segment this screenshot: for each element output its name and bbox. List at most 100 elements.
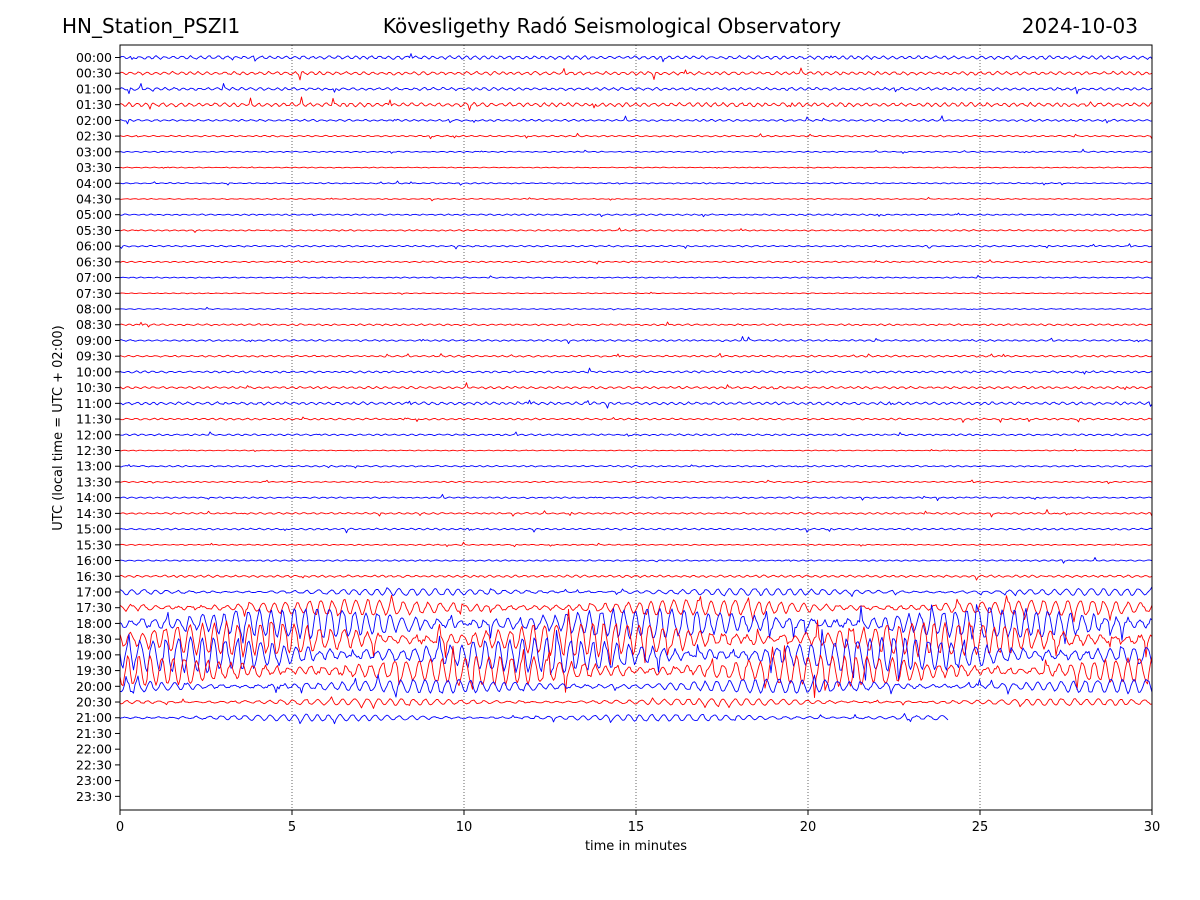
trace-12:30: [120, 448, 1153, 452]
trace-08:30: [119, 321, 1153, 328]
y-tick-label-03:30: 03:30: [76, 160, 112, 175]
y-tick-label-09:30: 09:30: [76, 349, 112, 364]
trace-16:00: [120, 557, 1153, 564]
trace-18:00: [119, 604, 1153, 645]
observatory-title: Kövesligethy Radó Seismological Observat…: [382, 14, 842, 38]
y-tick-label-10:00: 10:00: [76, 364, 112, 379]
y-tick-label-17:00: 17:00: [76, 584, 112, 599]
trace-11:30: [119, 416, 1153, 423]
x-axis-label: time in minutes: [585, 839, 687, 854]
y-tick-label-06:00: 06:00: [76, 239, 112, 254]
trace-05:30: [119, 227, 1153, 233]
y-tick-label-05:00: 05:00: [76, 207, 112, 222]
trace-05:00: [119, 212, 1153, 218]
trace-15:30: [119, 541, 1153, 548]
trace-12:00: [119, 431, 1153, 437]
y-axis-ticks: 00:0000:3001:0001:3002:0002:3003:0003:30…: [76, 50, 120, 804]
y-tick-label-13:30: 13:30: [76, 474, 112, 489]
y-tick-label-04:00: 04:00: [76, 176, 112, 191]
trace-07:00: [119, 274, 1153, 279]
y-tick-label-05:30: 05:30: [76, 223, 112, 238]
y-tick-label-02:30: 02:30: [76, 129, 112, 144]
x-tick-label-30: 30: [1144, 820, 1161, 835]
y-tick-label-18:30: 18:30: [76, 632, 112, 647]
y-tick-label-23:00: 23:00: [76, 773, 112, 788]
y-tick-label-19:30: 19:30: [76, 663, 112, 678]
trace-18:30: [119, 608, 1153, 666]
y-tick-label-03:00: 03:00: [76, 144, 112, 159]
trace-08:00: [119, 306, 1153, 311]
y-tick-label-11:00: 11:00: [76, 396, 112, 411]
trace-20:30: [119, 696, 1153, 709]
trace-03:00: [119, 148, 1153, 154]
trace-14:00: [119, 493, 1153, 502]
y-tick-label-08:00: 08:00: [76, 302, 112, 317]
y-tick-label-12:30: 12:30: [76, 443, 112, 458]
y-tick-label-18:00: 18:00: [76, 616, 112, 631]
y-tick-label-00:00: 00:00: [76, 50, 112, 65]
y-tick-label-23:30: 23:30: [76, 789, 112, 804]
y-tick-label-16:30: 16:30: [76, 569, 112, 584]
y-tick-label-10:30: 10:30: [76, 380, 112, 395]
y-tick-label-16:00: 16:00: [76, 553, 112, 568]
y-tick-label-00:30: 00:30: [76, 66, 112, 81]
y-tick-label-22:30: 22:30: [76, 757, 112, 772]
y-tick-label-04:30: 04:30: [76, 191, 112, 206]
y-tick-label-14:30: 14:30: [76, 506, 112, 521]
y-tick-label-19:00: 19:00: [76, 647, 112, 662]
trace-02:00: [119, 115, 1153, 125]
trace-17:00: [119, 586, 1153, 597]
trace-04:00: [119, 180, 1152, 186]
x-tick-label-10: 10: [456, 820, 473, 835]
trace-15:00: [119, 527, 1153, 534]
x-tick-label-20: 20: [800, 820, 817, 835]
x-tick-label-0: 0: [116, 820, 124, 835]
trace-10:30: [119, 382, 1153, 391]
trace-17:30: [119, 594, 1153, 623]
trace-21:00: [119, 713, 949, 725]
trace-09:30: [119, 352, 1153, 358]
y-tick-label-11:30: 11:30: [76, 412, 112, 427]
trace-03:30: [119, 166, 1153, 169]
trace-06:00: [119, 243, 1153, 250]
trace-13:00: [119, 464, 1153, 469]
trace-14:30: [119, 509, 1153, 518]
trace-02:30: [119, 132, 1153, 140]
y-tick-label-20:00: 20:00: [76, 679, 112, 694]
y-tick-label-12:00: 12:00: [76, 427, 112, 442]
trace-00:00: [119, 53, 1153, 63]
y-tick-label-15:30: 15:30: [76, 537, 112, 552]
y-axis-label: UTC (local time = UTC + 02:00): [51, 325, 66, 530]
x-tick-label-5: 5: [288, 820, 296, 835]
y-tick-label-06:30: 06:30: [76, 254, 112, 269]
trace-20:00: [119, 674, 1153, 698]
y-tick-label-08:30: 08:30: [76, 317, 112, 332]
station-name: HN_Station_PSZI1: [62, 14, 241, 38]
x-tick-label-15: 15: [628, 820, 645, 835]
trace-09:00: [119, 336, 1153, 345]
trace-01:30: [119, 96, 1153, 111]
y-tick-label-07:30: 07:30: [76, 286, 112, 301]
trace-07:30: [119, 291, 1153, 295]
trace-04:30: [120, 196, 1153, 202]
y-tick-label-17:30: 17:30: [76, 600, 112, 615]
trace-19:00: [119, 629, 1153, 682]
y-tick-label-14:00: 14:00: [76, 490, 112, 505]
y-tick-label-09:00: 09:00: [76, 333, 112, 348]
trace-13:30: [119, 479, 1153, 485]
trace-19:30: [119, 645, 1153, 699]
y-tick-label-22:00: 22:00: [76, 742, 112, 757]
y-tick-label-07:00: 07:00: [76, 270, 112, 285]
x-tick-label-25: 25: [972, 820, 989, 835]
seismic-traces: [119, 53, 1153, 725]
trace-10:00: [119, 367, 1153, 375]
trace-06:30: [119, 259, 1153, 265]
trace-11:00: [119, 399, 1153, 409]
y-tick-label-15:00: 15:00: [76, 522, 112, 537]
y-tick-label-01:30: 01:30: [76, 97, 112, 112]
x-axis-ticks: 0 5 10 15 20 25 30: [116, 810, 1160, 835]
trace-16:30: [119, 574, 1153, 581]
date-label: 2024-10-03: [1021, 14, 1138, 38]
